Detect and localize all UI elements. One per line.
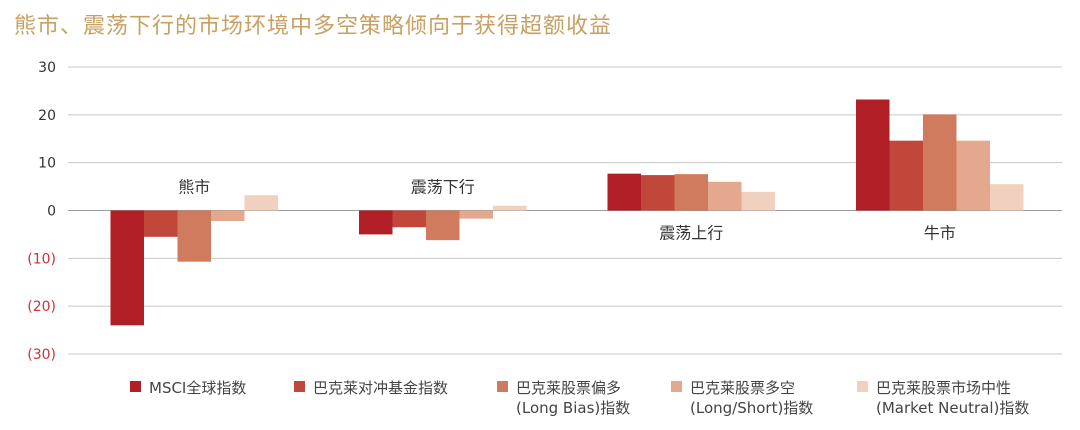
chart-title: 熊市、震荡下行的市场环境中多空策略倾向于获得超额收益 [14,14,613,39]
bar-0-2 [177,210,211,262]
legend-label-market-neutral-sub: (Market Neutral)指数 [876,399,1030,417]
chart-legend: MSCI全球指数 巴克莱对冲基金指数 巴克莱股票偏多 (Long Bias)指数… [0,378,1080,428]
legend-swatch-msci [130,381,141,392]
bar-0-1 [144,210,178,237]
bar-1-3 [459,210,493,219]
legend-swatch-hedge-fund [294,381,305,392]
bar-1-0 [359,210,393,235]
y-tick-label: 20 [38,108,56,124]
bar-3-2 [923,114,957,211]
legend-item-long-short: 巴克莱股票多空 (Long/Short)指数 [671,378,813,418]
bar-2-3 [708,181,742,211]
bar-0-3 [211,210,245,222]
bar-3-4 [990,184,1024,211]
legend-swatch-long-bias [497,381,508,392]
bar-1-4 [493,205,527,211]
category-label: 熊市 [178,178,210,197]
legend-label-long-short: 巴克莱股票多空 [690,379,796,397]
y-tick-label: 10 [38,156,56,172]
legend-swatch-market-neutral [857,381,868,392]
category-label: 震荡下行 [411,178,475,197]
bar-3-0 [856,99,890,211]
y-tick-label: 30 [38,60,56,76]
category-label: 牛市 [924,224,956,243]
legend-label-msci: MSCI全球指数 [149,379,247,397]
legend-item-long-bias: 巴克莱股票偏多 (Long Bias)指数 [497,378,630,418]
legend-label-long-short-sub: (Long/Short)指数 [690,399,814,417]
category-label: 震荡上行 [659,224,723,243]
bar-2-1 [641,175,675,211]
bar-1-1 [392,210,426,228]
legend-label-market-neutral: 巴克莱股票市场中性 [876,379,1012,397]
bar-2-0 [607,173,641,211]
legend-label-hedge-fund: 巴克莱对冲基金指数 [313,379,449,397]
bar-3-3 [956,140,990,211]
bar-2-2 [674,174,708,211]
y-tick-label: 0 [47,204,56,220]
legend-item-msci: MSCI全球指数 [130,378,246,398]
legend-swatch-long-short [671,381,682,392]
y-tick-label: (30) [27,347,56,363]
legend-item-market-neutral: 巴克莱股票市场中性 (Market Neutral)指数 [857,378,1029,418]
bar-0-0 [110,210,144,326]
bar-1-2 [426,210,460,241]
y-tick-label: (10) [27,251,56,267]
legend-item-hedge-fund: 巴克莱对冲基金指数 [294,378,448,398]
bar-2-4 [741,191,775,211]
legend-label-long-bias-sub: (Long Bias)指数 [516,399,631,417]
legend-label-long-bias: 巴克莱股票偏多 [516,379,622,397]
y-tick-label: (20) [27,299,56,315]
bar-3-1 [889,140,923,211]
bar-0-4 [244,195,278,211]
